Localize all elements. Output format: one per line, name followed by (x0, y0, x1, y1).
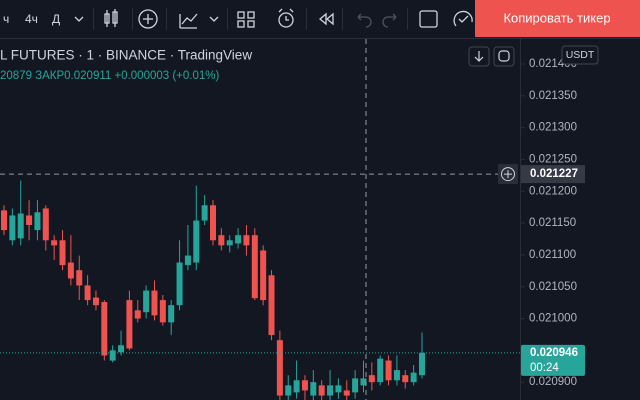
candle-body (26, 215, 33, 225)
currency-badge (561, 45, 599, 65)
layout-icon[interactable] (237, 11, 255, 28)
copy-ticker-label: Копировать тикер (503, 10, 610, 25)
candle-body (235, 235, 242, 244)
candle-body (1, 210, 7, 231)
dropdown-icon[interactable] (74, 16, 84, 22)
symbol-title: L FUTURES · 1 · BINANCE · TradingView (0, 48, 252, 63)
candle-body (285, 385, 292, 396)
candle-body (352, 378, 359, 393)
alert-icon[interactable] (278, 8, 294, 28)
candle-body (218, 235, 225, 246)
candle-body (377, 358, 384, 383)
candle-body (368, 375, 375, 383)
undo-icon[interactable] (357, 13, 372, 28)
candle-body (243, 235, 250, 246)
candle-body (126, 300, 133, 349)
y-tick-label: 0.021300 (529, 122, 577, 134)
candle-body (59, 240, 66, 266)
candle-body (310, 382, 317, 396)
y-tick-label: 0.021200 (529, 185, 577, 197)
candle-body (410, 372, 417, 383)
candle-body (101, 302, 108, 356)
candle-body (360, 378, 367, 386)
indicators-icon[interactable] (179, 13, 219, 29)
candle-body (151, 290, 158, 316)
candle-body (251, 235, 258, 299)
indicator-add-icon[interactable] (138, 9, 158, 29)
candle-body (84, 285, 91, 301)
candle-body (17, 213, 24, 239)
arrow-icon (474, 51, 484, 62)
candle-body (318, 385, 325, 396)
candle-body (42, 208, 49, 241)
crosshair-plus-icon (501, 167, 515, 182)
y-tick-label: 0.021350 (529, 90, 577, 102)
candle-body (301, 380, 308, 391)
candle-body (402, 375, 409, 383)
candle-body (419, 352, 425, 376)
candles-icon[interactable] (104, 9, 118, 27)
candle-body (118, 345, 125, 353)
last-price-label: 0.020946 (530, 347, 578, 359)
fullscreen-icon[interactable] (419, 10, 438, 28)
crosshair-price-box (521, 165, 585, 184)
candle-body (109, 350, 116, 361)
currency-label: USDT (566, 49, 595, 61)
candle-body (159, 300, 166, 323)
copy-ticker-button[interactable] (475, 0, 640, 37)
candle-body (51, 240, 58, 246)
save-icon[interactable] (453, 10, 473, 27)
candle-body (210, 205, 216, 241)
y-tick-label: 0.021150 (529, 217, 576, 229)
crosshair-plus-cross (504, 170, 512, 179)
replay-icon[interactable] (318, 12, 334, 26)
candle-body (34, 212, 41, 231)
plot (0, 180, 521, 400)
candle-body (193, 220, 200, 263)
candle-body (276, 340, 283, 396)
crosshair-price-label: 0.021227 (530, 168, 578, 180)
candle-body (176, 262, 183, 306)
candle-body (293, 380, 300, 393)
maximize-button[interactable] (493, 46, 515, 67)
pane-buttons[interactable] (468, 46, 515, 67)
y-tick-label: 0.020900 (529, 376, 577, 388)
interval[interactable]: ч (3, 12, 9, 26)
candle-body (9, 215, 16, 241)
candle-body (168, 305, 175, 323)
candle-body (343, 390, 350, 396)
interval[interactable]: Д (52, 12, 60, 26)
candle-body (134, 310, 141, 319)
candle-body (393, 370, 400, 381)
last-price-box (521, 344, 585, 376)
candle-body (226, 240, 233, 246)
ohlc-legend: 20879 ЗАКР0.020911 +0.000003 (+0.01%) (0, 70, 219, 82)
candle-body (184, 255, 191, 266)
redo-icon[interactable] (382, 13, 397, 28)
candle-body (76, 270, 83, 286)
candle-body (260, 250, 267, 301)
candle-body (327, 385, 334, 396)
candle-body (201, 205, 208, 221)
y-tick-label: 0.021250 (529, 153, 577, 165)
interval[interactable]: 4ч (25, 12, 38, 26)
candle-body (92, 297, 99, 306)
y-tick-label: 0.021000 (529, 313, 577, 325)
y-tick-label: 0.021050 (529, 281, 577, 293)
candle-body (143, 290, 150, 313)
y-tick-label: 0.021100 (529, 249, 576, 261)
countdown-label: 00:24 (530, 362, 559, 374)
candle-body (385, 360, 392, 381)
candle-body (268, 275, 275, 336)
candle-body (67, 262, 74, 279)
maximize-icon (498, 50, 510, 62)
candle-body (335, 385, 342, 393)
